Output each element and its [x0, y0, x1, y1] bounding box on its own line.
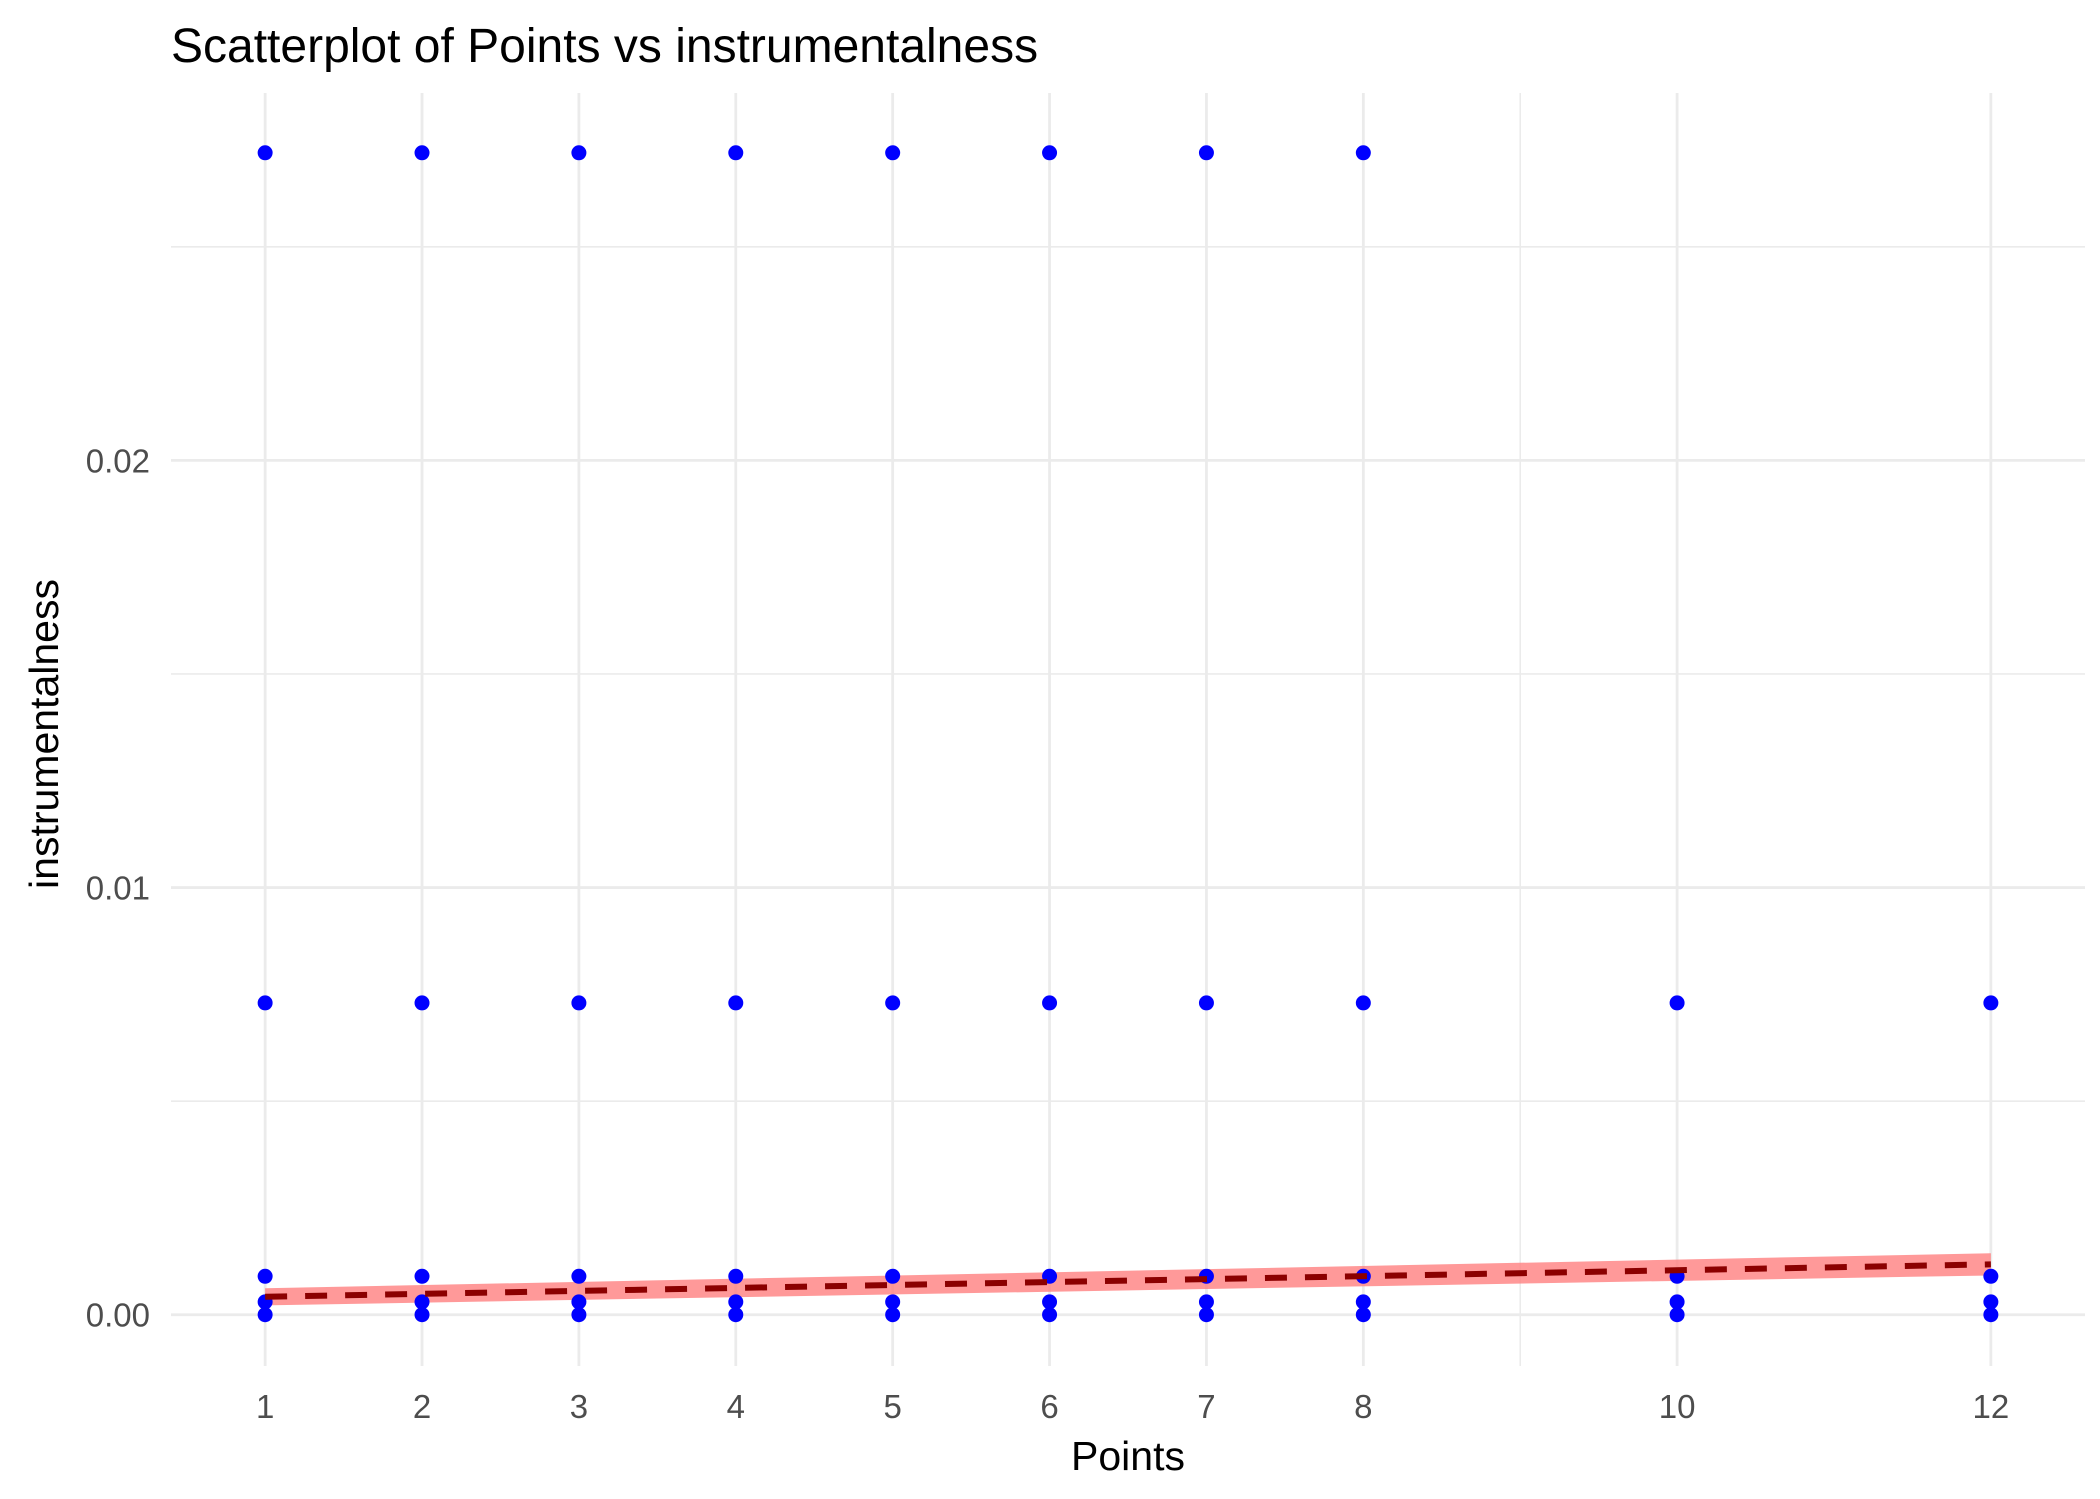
data-point	[1983, 1307, 1999, 1323]
data-point	[728, 1294, 744, 1310]
data-point	[1042, 995, 1058, 1011]
x-tick-label: 4	[727, 1388, 745, 1425]
grid	[171, 93, 2085, 1366]
data-point	[414, 145, 430, 161]
data-point	[571, 1307, 587, 1323]
data-point	[1355, 995, 1371, 1011]
trend-line	[265, 1261, 1991, 1300]
data-point	[728, 145, 744, 161]
data-point	[728, 1307, 744, 1323]
x-tick-label: 2	[413, 1388, 431, 1425]
x-axis-title: Points	[1071, 1433, 1185, 1479]
data-point	[1042, 1294, 1058, 1310]
x-tick-label: 3	[570, 1388, 588, 1425]
data-point	[1198, 1307, 1214, 1323]
x-tick-label: 12	[1973, 1388, 2010, 1425]
data-point	[1355, 1307, 1371, 1323]
data-point	[1355, 1294, 1371, 1310]
data-point	[571, 1294, 587, 1310]
data-point	[1669, 1294, 1685, 1310]
y-axis-ticks: 0.00 0.01 0.02	[86, 442, 150, 1333]
data-point	[885, 1294, 901, 1310]
x-tick-label: 5	[883, 1388, 901, 1425]
x-tick-label: 1	[256, 1388, 274, 1425]
y-axis-title: instrumentalness	[21, 579, 67, 889]
trend-line-group	[265, 1261, 1991, 1300]
data-point	[1669, 1307, 1685, 1323]
data-point	[257, 995, 273, 1011]
data-point	[1198, 145, 1214, 161]
data-point	[571, 145, 587, 161]
confidence-band	[265, 1253, 1991, 1306]
x-axis-ticks: 1 2 3 4 5 6 7 8 10 12	[256, 1388, 2009, 1425]
data-point	[885, 1307, 901, 1323]
data-point	[1983, 1268, 1999, 1284]
data-point	[885, 995, 901, 1011]
data-point	[1355, 145, 1371, 161]
data-point	[414, 995, 430, 1011]
y-tick-label: 0.01	[86, 870, 150, 907]
data-point	[885, 145, 901, 161]
data-point	[414, 1307, 430, 1323]
data-point	[1983, 1294, 1999, 1310]
x-tick-label: 6	[1040, 1388, 1058, 1425]
x-tick-label: 10	[1659, 1388, 1696, 1425]
data-point	[1198, 1294, 1214, 1310]
data-point	[1198, 995, 1214, 1011]
data-point	[1042, 1307, 1058, 1323]
x-tick-label: 7	[1197, 1388, 1215, 1425]
data-point	[414, 1268, 430, 1284]
y-tick-label: 0.00	[86, 1297, 150, 1334]
y-tick-label: 0.02	[86, 442, 150, 479]
data-points	[257, 145, 1999, 1323]
data-point	[571, 1268, 587, 1284]
data-point	[257, 145, 273, 161]
data-point	[728, 995, 744, 1011]
data-point	[1983, 995, 1999, 1011]
data-point	[885, 1268, 901, 1284]
data-point	[728, 1268, 744, 1284]
data-point	[1042, 145, 1058, 161]
data-point	[571, 995, 587, 1011]
data-point	[414, 1294, 430, 1310]
x-tick-label: 8	[1354, 1388, 1372, 1425]
data-point	[257, 1307, 273, 1323]
chart-title: Scatterplot of Points vs instrumentalnes…	[171, 20, 1038, 73]
confidence-band-area	[265, 1253, 1991, 1306]
data-point	[257, 1268, 273, 1284]
data-point	[1669, 995, 1685, 1011]
